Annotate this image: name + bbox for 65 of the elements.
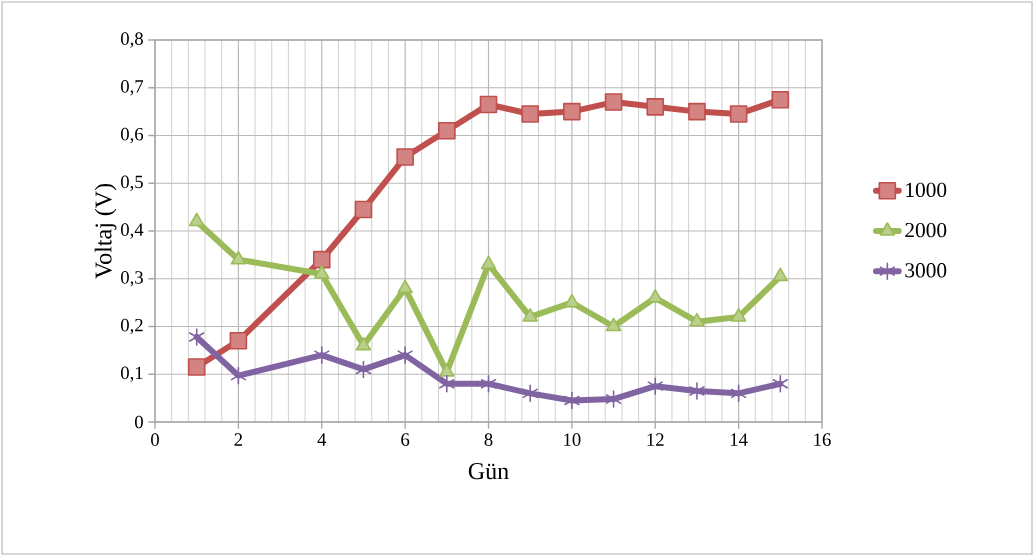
- point: [187, 358, 206, 376]
- y-tick-label: 0,2: [121, 318, 143, 335]
- y-tick-label: 0: [135, 415, 143, 429]
- point: [689, 382, 705, 400]
- point: [355, 336, 372, 351]
- point: [479, 95, 498, 114]
- point: [689, 312, 705, 327]
- y-tick-label: 0,5: [121, 175, 143, 191]
- point: [646, 98, 665, 116]
- x-tick-label: 4: [317, 433, 327, 446]
- point: [314, 346, 330, 364]
- point: [229, 332, 248, 350]
- point: [605, 317, 622, 332]
- x-tick-label: 0: [151, 433, 159, 446]
- point: [688, 102, 706, 121]
- point: [771, 90, 790, 109]
- point: [230, 366, 247, 385]
- point: [772, 267, 789, 282]
- point: [439, 363, 455, 377]
- y-tick-label: 0,4: [121, 223, 144, 239]
- point: [522, 384, 538, 403]
- point: [439, 374, 455, 393]
- point: [480, 255, 497, 270]
- point: [647, 377, 663, 395]
- point: [522, 308, 538, 322]
- x-tick-label: 16: [814, 433, 831, 446]
- point: [230, 250, 247, 265]
- y-axis-title: Voltaj (V): [94, 183, 117, 279]
- point: [438, 121, 456, 140]
- point: [647, 289, 663, 303]
- point: [563, 102, 581, 121]
- point: [188, 328, 205, 346]
- y-tick-label: 0,6: [121, 127, 144, 144]
- point: [188, 212, 205, 227]
- legend-label: 2000: [905, 222, 947, 238]
- point: [730, 308, 747, 322]
- point: [730, 384, 747, 403]
- x-tick-label: 14: [730, 433, 748, 446]
- point: [480, 374, 497, 393]
- x-tick-label: 10: [564, 433, 581, 446]
- point: [314, 265, 330, 279]
- y-tick-label: 0,3: [121, 271, 143, 287]
- point: [397, 346, 413, 364]
- point: [772, 374, 789, 393]
- point: [605, 390, 622, 408]
- point: [521, 105, 539, 123]
- y-tick-label: 0,7: [121, 80, 144, 96]
- point: [396, 148, 414, 166]
- point: [564, 391, 580, 410]
- point: [564, 293, 580, 308]
- legend-label: 1000: [906, 182, 947, 198]
- point: [354, 200, 373, 219]
- point: [355, 360, 372, 379]
- x-tick-label: 2: [234, 433, 243, 446]
- point: [604, 93, 623, 111]
- y-tick-label: 0,8: [121, 32, 143, 48]
- x-tick-label: 12: [647, 433, 664, 446]
- point: [312, 250, 331, 269]
- y-tick-label: 0,1: [121, 366, 143, 382]
- point: [729, 105, 748, 123]
- x-axis-title: Gün: [468, 463, 509, 480]
- x-tick-label: 6: [401, 433, 410, 446]
- x-tick-label: 8: [484, 433, 493, 446]
- legend-label: 3000: [905, 263, 947, 278]
- point: [397, 279, 413, 294]
